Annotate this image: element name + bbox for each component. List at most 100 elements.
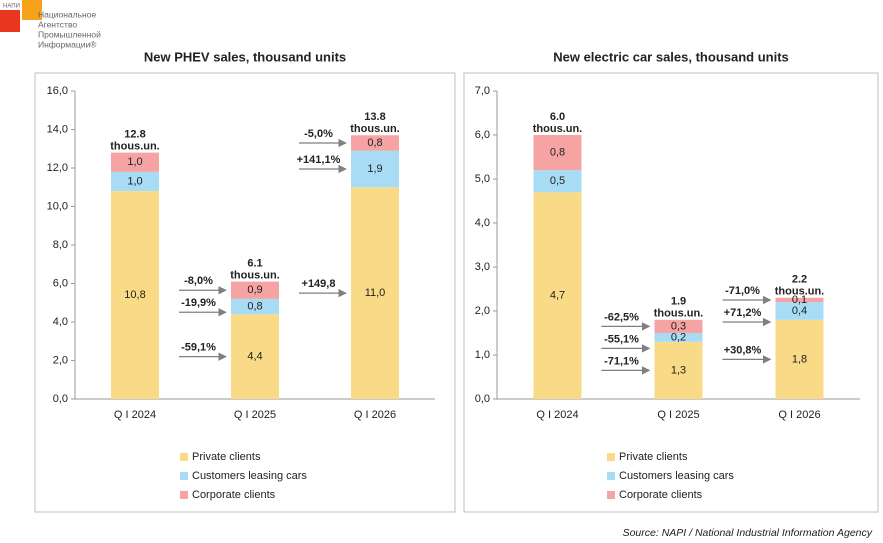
legend-swatch [607,453,615,461]
legend-label: Corporate clients [619,489,703,501]
panel-border [34,72,456,513]
bar-segment [231,314,279,399]
bar-segment [654,341,703,399]
x-tick-label: Q I 2024 [114,409,156,421]
bar-segment [351,187,399,399]
legend-label: Private clients [619,451,688,463]
y-tick-label: 14,0 [47,123,68,135]
logo-orange [22,0,42,20]
total-label: thous.un. [654,308,704,320]
legend-swatch [180,491,188,499]
y-tick-label: 12,0 [47,162,68,174]
chart-title: New PHEV sales, thousand units [144,49,346,64]
legend-swatch [180,472,188,480]
change-label: -71,1% [604,355,639,367]
value-label: 1,0 [127,156,142,168]
change-label: -55,1% [604,333,639,345]
y-tick-label: 8,0 [53,239,68,251]
change-label: -5,0% [304,128,333,140]
total-label: thous.un. [533,123,583,135]
y-tick-label: 5,0 [475,173,490,185]
y-tick-label: 4,0 [475,217,490,229]
change-label: +149,8 [302,278,336,290]
legend-label: Private clients [192,451,261,463]
bar-segment [231,298,279,315]
legend-label: Corporate clients [192,489,276,501]
legend-label: Customers leasing cars [192,470,307,482]
logo-red [0,10,20,32]
y-tick-label: 4,0 [53,316,68,328]
value-label: 0,3 [671,320,686,332]
source: Source: NAPI / National Industrial Infor… [623,527,873,539]
change-label: -62,5% [604,311,639,323]
value-label: 0,8 [247,301,262,313]
total-label: 13.8 [364,111,385,123]
y-tick-label: 2,0 [53,354,68,366]
value-label: 10,8 [124,289,145,301]
total-label: 12.8 [124,129,145,141]
logo-line: Национальное [38,9,96,19]
change-label: +30,8% [724,344,762,356]
total-label: thous.un. [230,269,280,281]
legend-swatch [607,472,615,480]
bar-segment [111,152,159,172]
value-label: 1,0 [127,175,142,187]
y-tick-label: 10,0 [47,200,68,212]
total-label: 1.9 [671,296,686,308]
chart-title: New electric car sales, thousand units [553,49,789,64]
y-tick-label: 1,0 [475,349,490,361]
value-label: 4,4 [247,351,262,363]
total-label: 6.0 [550,111,565,123]
y-tick-label: 0,0 [475,393,490,405]
value-label: 0,1 [792,294,807,306]
value-label: 0,8 [367,137,382,149]
value-label: 0,2 [671,331,686,343]
bar-segment [775,297,824,303]
value-label: 11,0 [365,287,386,299]
value-label: 1,8 [792,353,807,365]
change-label: +141,1% [297,154,341,166]
x-tick-label: Q I 2026 [354,409,396,421]
logo-line: Информации® [38,39,97,49]
logo-line: Промышленной [38,29,101,39]
bar-segment [111,191,159,399]
x-tick-label: Q I 2025 [234,409,276,421]
bar-segment [775,302,824,320]
value-label: 0,9 [247,284,262,296]
bar-segment [533,170,582,193]
y-tick-label: 3,0 [475,261,490,273]
x-tick-label: Q I 2024 [536,409,578,421]
value-label: 0,8 [550,147,565,159]
logo-abbr: НАПИ [3,4,20,10]
change-label: -59,1% [181,342,216,354]
bar-segment [231,281,279,299]
change-label: -19,9% [181,297,216,309]
total-label: 2.2 [792,274,807,286]
value-label: 0,5 [550,175,565,187]
y-tick-label: 6,0 [475,129,490,141]
bar-segment [111,171,159,192]
legend-swatch [607,491,615,499]
y-tick-label: 7,0 [475,85,490,97]
bar-segment [533,135,582,171]
x-tick-label: Q I 2025 [657,409,699,421]
change-label: -71,0% [725,285,760,297]
bar-segment [533,192,582,399]
bar-segment [351,150,399,188]
total-label: thous.un. [110,141,160,153]
bar-segment [775,319,824,399]
value-label: 1,9 [367,163,382,175]
logo-line: Агентство [38,19,77,29]
legend-label: Customers leasing cars [619,470,734,482]
bar-segment [654,319,703,333]
total-label: 6.1 [247,257,262,269]
value-label: 1,3 [671,364,686,376]
bar-segment [351,135,399,151]
value-label: 4,7 [550,290,565,302]
total-label: thous.un. [350,123,400,135]
legend-swatch [180,453,188,461]
total-label: thous.un. [775,286,825,298]
change-label: +71,2% [724,307,762,319]
y-tick-label: 16,0 [47,85,68,97]
